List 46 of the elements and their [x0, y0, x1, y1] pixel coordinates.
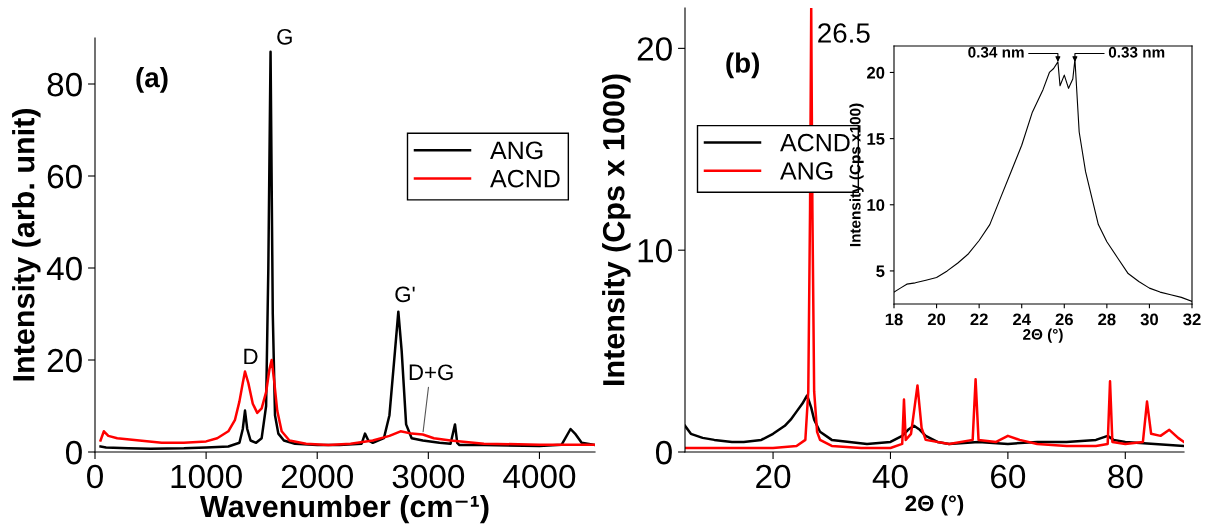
- y-tick-label: 20: [867, 66, 885, 79]
- annotation: G: [277, 28, 292, 45]
- annotation: 0.34 nm: [968, 46, 1024, 58]
- y-tick-label: 20: [637, 37, 672, 61]
- x-tick-label: 18: [885, 313, 903, 326]
- y-tick-label: 10: [867, 199, 885, 211]
- x-tick-label: 4000: [503, 464, 576, 489]
- y-tick-label: 5: [876, 265, 885, 278]
- y-tick-label: 15: [867, 133, 885, 145]
- annotation: (b): [726, 52, 760, 79]
- x-tick-label: 1000: [171, 464, 242, 489]
- legend-label: ANG: [490, 141, 543, 160]
- y-tick-label: 60: [47, 164, 82, 189]
- x-tick-label: 26: [1055, 313, 1073, 326]
- annotation: 0.33 nm: [1108, 46, 1165, 58]
- legend-label: ANG: [780, 162, 833, 180]
- x-tick-label: 24: [1013, 313, 1031, 326]
- x-tick-label: 32: [1183, 313, 1201, 326]
- x-tick-label: 20: [756, 464, 791, 489]
- x-tick-label: 22: [970, 313, 988, 326]
- y-axis-title: Intensity (arb. unit): [12, 109, 41, 381]
- x-tick-label: 3000: [392, 464, 465, 489]
- x-axis-title: Wavenumber (cm⁻¹): [200, 494, 489, 524]
- y-tick-label: 0: [655, 440, 672, 465]
- y-tick-label: 80: [47, 72, 82, 97]
- annotation: (a): [136, 66, 168, 93]
- y-tick-label: 40: [46, 256, 82, 281]
- annotation: D+G: [409, 364, 453, 381]
- legend-label: ACND: [490, 169, 560, 188]
- x-tick-label: 60: [991, 464, 1026, 489]
- annotation: D: [244, 348, 258, 365]
- x-tick-label: 28: [1098, 313, 1116, 326]
- x-tick-label: 20: [927, 313, 946, 326]
- x-tick-label: 0: [87, 464, 103, 489]
- x-axis-title: 2Θ (°): [905, 494, 964, 516]
- y-tick-label: 20: [47, 348, 82, 373]
- x-tick-label: 2000: [281, 464, 353, 489]
- x-axis-title: 2Θ (°): [1023, 328, 1063, 343]
- x-tick-label: 30: [1140, 313, 1159, 326]
- legend-label: ACND: [780, 133, 850, 152]
- y-axis-title: Intensity (Cps x 1000): [602, 74, 631, 386]
- y-tick-label: 10: [638, 238, 672, 263]
- x-tick-label: 80: [1108, 464, 1143, 489]
- y-tick-label: 0: [65, 440, 82, 465]
- annotation: G': [395, 286, 415, 303]
- annotation: 26.5: [818, 23, 870, 43]
